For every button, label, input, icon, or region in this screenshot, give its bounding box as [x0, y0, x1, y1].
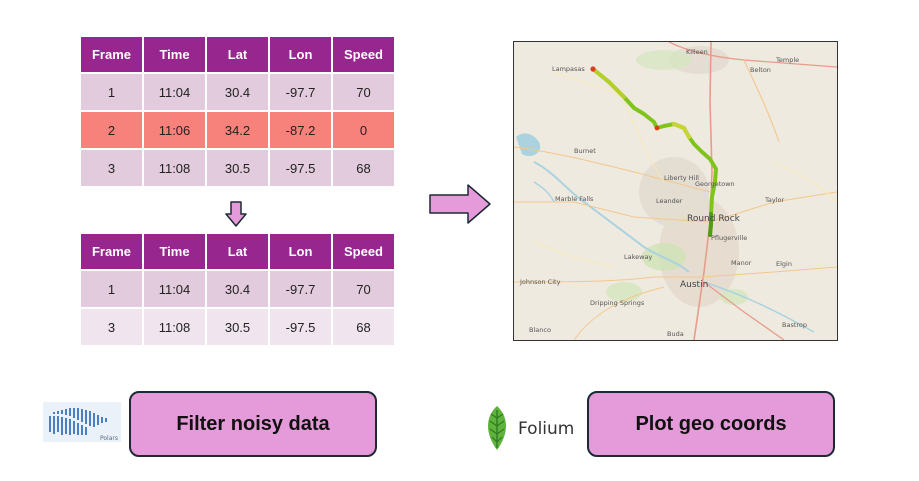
- column-header: Lon: [270, 37, 331, 72]
- cell-time: 11:08: [144, 150, 205, 186]
- route-map: Killeen Temple Belton Lampasas Burnet Li…: [513, 41, 838, 341]
- column-header: Speed: [333, 234, 394, 269]
- plot-geo-coords-button[interactable]: Plot geo coords: [587, 391, 835, 457]
- city-label-bastrop: Bastrop: [782, 321, 807, 329]
- city-label-leander: Leander: [656, 197, 683, 205]
- table-row: 3 11:08 30.5 -97.5 68: [81, 150, 394, 186]
- city-label-taylor: Taylor: [764, 196, 785, 204]
- city-label-manor: Manor: [731, 259, 752, 267]
- column-header: Time: [144, 234, 205, 269]
- cell-frame: 2: [81, 112, 142, 148]
- city-label-round-rock: Round Rock: [687, 214, 741, 224]
- cell-speed: 68: [333, 150, 394, 186]
- folium-wordmark: Folium: [518, 419, 575, 439]
- cell-lat: 30.5: [207, 309, 268, 345]
- down-arrow-icon: [225, 201, 247, 227]
- cell-lat: 34.2: [207, 112, 268, 148]
- cell-lon: -97.5: [270, 309, 331, 345]
- plot-button-label: Plot geo coords: [635, 412, 787, 435]
- cell-frame: 3: [81, 150, 142, 186]
- cell-lon: -97.7: [270, 271, 331, 307]
- city-label-temple: Temple: [775, 56, 799, 64]
- city-label-blanco: Blanco: [529, 326, 551, 334]
- city-label-belton: Belton: [750, 66, 771, 74]
- column-header: Lat: [207, 234, 268, 269]
- city-label-elgin: Elgin: [776, 260, 792, 268]
- cell-lon: -97.7: [270, 74, 331, 110]
- city-label-burnet: Burnet: [574, 147, 596, 155]
- cell-frame: 3: [81, 309, 142, 345]
- column-header: Time: [144, 37, 205, 72]
- cell-frame: 1: [81, 271, 142, 307]
- city-label-johnson-city: Johnson City: [519, 278, 561, 286]
- table-row: 3 11:08 30.5 -97.5 68: [81, 309, 394, 345]
- cell-speed: 70: [333, 271, 394, 307]
- cell-time: 11:04: [144, 271, 205, 307]
- column-header: Frame: [81, 234, 142, 269]
- filtered-data-table: Frame Time Lat Lon Speed 1 11:04 30.4 -9…: [79, 232, 396, 347]
- raw-data-table: Frame Time Lat Lon Speed 1 11:04 30.4 -9…: [79, 35, 396, 188]
- cell-lat: 30.4: [207, 74, 268, 110]
- cell-lat: 30.5: [207, 150, 268, 186]
- polars-logo: Polars: [43, 402, 121, 442]
- city-label-dripping-springs: Dripping Springs: [590, 299, 645, 307]
- cell-lon: -97.5: [270, 150, 331, 186]
- city-label-georgetown: Georgetown: [695, 180, 735, 188]
- column-header: Speed: [333, 37, 394, 72]
- cell-speed: 68: [333, 309, 394, 345]
- cell-time: 11:06: [144, 112, 205, 148]
- cell-time: 11:08: [144, 309, 205, 345]
- cell-lon: -87.2: [270, 112, 331, 148]
- table-header-row: Frame Time Lat Lon Speed: [81, 37, 394, 72]
- table-row-noisy: 2 11:06 34.2 -87.2 0: [81, 112, 394, 148]
- table-header-row: Frame Time Lat Lon Speed: [81, 234, 394, 269]
- city-label-austin: Austin: [680, 280, 708, 290]
- filter-noisy-data-button[interactable]: Filter noisy data: [129, 391, 377, 457]
- polars-wordmark: Polars: [100, 435, 118, 442]
- city-label-killeen: Killeen: [686, 48, 708, 56]
- city-label-buda: Buda: [667, 330, 684, 338]
- cell-speed: 70: [333, 74, 394, 110]
- city-label-marble-falls: Marble Falls: [555, 195, 594, 203]
- filter-button-label: Filter noisy data: [176, 412, 330, 435]
- city-label-liberty-hill: Liberty Hill: [664, 174, 699, 182]
- column-header: Frame: [81, 37, 142, 72]
- cell-frame: 1: [81, 74, 142, 110]
- table-row: 1 11:04 30.4 -97.7 70: [81, 271, 394, 307]
- city-label-lakeway: Lakeway: [624, 253, 652, 261]
- polar-bear-icon: Polars: [49, 408, 118, 442]
- map-canvas: Killeen Temple Belton Lampasas Burnet Li…: [514, 42, 837, 340]
- cell-time: 11:04: [144, 74, 205, 110]
- cell-lat: 30.4: [207, 271, 268, 307]
- city-label-pflugerville: Pflugerville: [711, 234, 747, 242]
- cell-speed: 0: [333, 112, 394, 148]
- column-header: Lon: [270, 234, 331, 269]
- right-arrow-icon: [429, 184, 491, 224]
- city-label-lampasas: Lampasas: [552, 65, 585, 73]
- column-header: Lat: [207, 37, 268, 72]
- table-row: 1 11:04 30.4 -97.7 70: [81, 74, 394, 110]
- folium-leaf-icon: [487, 406, 507, 450]
